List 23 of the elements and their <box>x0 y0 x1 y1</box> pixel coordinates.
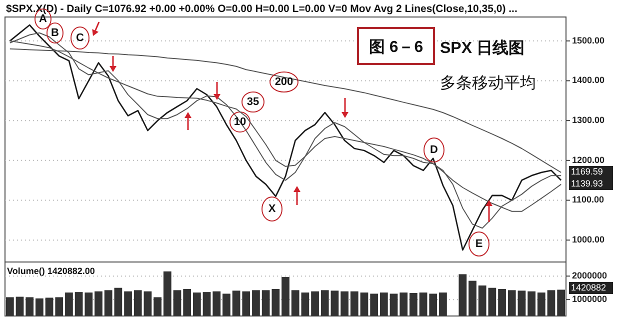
annotation: X <box>268 203 276 215</box>
y-tick-label: 1300.00 <box>572 114 605 125</box>
text: 图 6－6 <box>368 39 424 56</box>
text: 1420882 <box>571 282 606 292</box>
y-tick-label: 1100.00 <box>572 194 604 205</box>
annotation: E <box>475 238 483 250</box>
y-tick-label: 1200.00 <box>572 154 605 165</box>
y-tick-label: 2000000 <box>572 270 608 280</box>
series-label: 35 <box>246 96 260 108</box>
text: 1169.59 <box>571 166 603 176</box>
text: $SPX.X(D) - Daily C=1076.92 +0.00 +0.00% O=0.00 H=0.00 L=0.00 V=0 Mov Avg 2 Lines(Close,10,35,0) ... <box>6 3 518 15</box>
y-tick-label: 1000.00 <box>572 234 605 244</box>
annotation: B <box>51 27 60 39</box>
y-tick-label: 1500.00 <box>572 35 605 46</box>
annotation: D <box>430 144 438 156</box>
series-label: 200 <box>274 76 294 88</box>
y-tick-label: 1000000 <box>572 294 608 304</box>
text: SPX 日线图 <box>440 39 524 57</box>
annotation: Volume() 1420882.00 <box>7 266 95 276</box>
y-tick-label: 1400.00 <box>572 75 605 86</box>
annotation: 多条移动平均 <box>440 74 536 92</box>
annotation: C <box>76 32 84 44</box>
text: 1139.93 <box>571 178 603 188</box>
